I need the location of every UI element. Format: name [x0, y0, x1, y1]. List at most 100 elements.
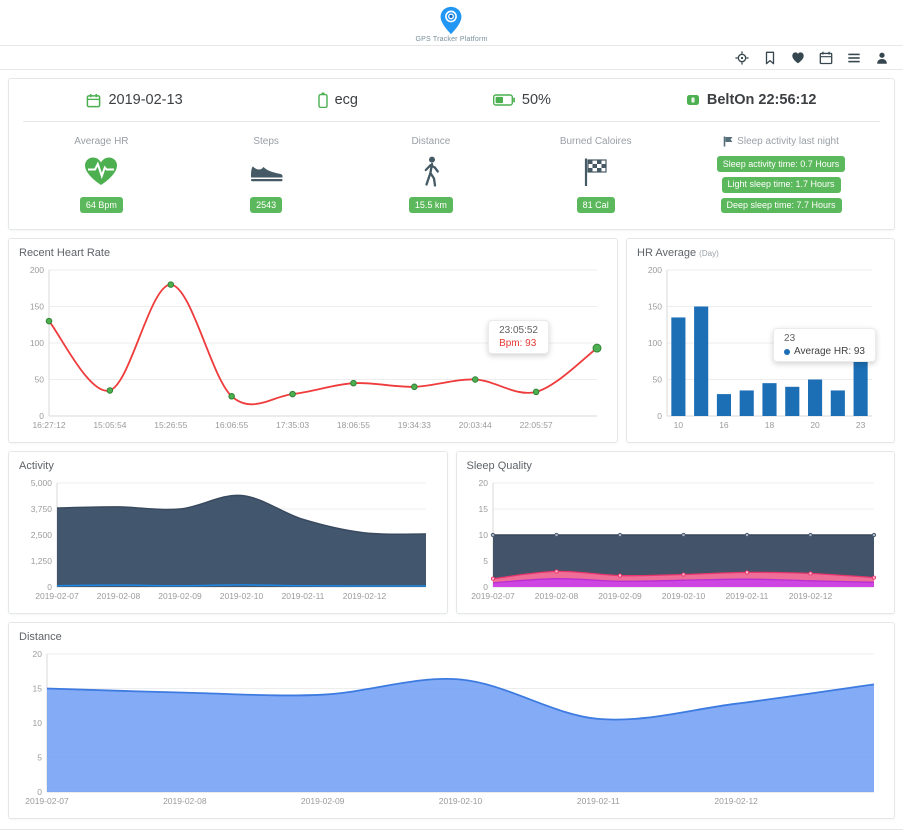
- calories-badge: 81 Cal: [576, 197, 615, 213]
- svg-text:3,750: 3,750: [31, 504, 53, 514]
- svg-text:22:05:57: 22:05:57: [520, 420, 553, 430]
- hr-bar-tooltip: 23 Average HR: 93: [773, 328, 876, 363]
- flag-icon: [723, 136, 733, 147]
- calories-label: Burned Caloires: [559, 136, 632, 147]
- heart-icon[interactable]: [791, 51, 805, 65]
- hr-bar-tooltip-value: Average HR: 93: [784, 346, 865, 357]
- svg-text:19:34:33: 19:34:33: [398, 420, 431, 430]
- svg-text:200: 200: [648, 265, 662, 275]
- deep-sleep-badge: Deep sleep time: 7.7 Hours: [720, 197, 842, 214]
- distance-row: Distance 0 5 10 15 20 2019-02-07 2019-02-08 201…: [0, 622, 903, 820]
- activity-sleep-row: Activity 0 1,250 2,500 3,750 5,000 2019-02-07…: [0, 451, 903, 615]
- calendar-icon[interactable]: [819, 51, 833, 65]
- battery-value: 50%: [521, 92, 551, 108]
- heart-rate-row: Recent Heart Rate 0 50 100 150 200 16:27:12 15…: [0, 238, 903, 444]
- distance-badge: 15.5 km: [408, 197, 453, 213]
- stat-steps: Steps 2543: [184, 136, 349, 213]
- stat-calories: Burned Caloires 81 Cal: [513, 136, 678, 213]
- light-sleep-badge: Light sleep time: 1.7 Hours: [721, 176, 841, 193]
- svg-text:20:03:44: 20:03:44: [459, 420, 492, 430]
- svg-text:2019-02-07: 2019-02-07: [471, 591, 515, 601]
- belt-status[interactable]: BeltOn 22:56:12: [686, 92, 817, 108]
- steps-label: Steps: [253, 136, 279, 147]
- svg-text:50: 50: [35, 375, 45, 385]
- stat-average-hr: Average HR 64 Bpm: [19, 136, 184, 213]
- svg-text:10: 10: [674, 420, 684, 430]
- svg-text:2019-02-11: 2019-02-11: [577, 796, 620, 806]
- locate-icon[interactable]: [735, 50, 749, 65]
- avg-hr-badge: 64 Bpm: [79, 197, 123, 213]
- calendar-green-icon: [87, 93, 101, 107]
- recent-hr-chart[interactable]: 0 50 100 150 200 16:27:12 15:05:54 15:26:55 16:0…: [19, 262, 607, 432]
- svg-text:2019-02-11: 2019-02-11: [725, 591, 768, 601]
- svg-text:18: 18: [765, 420, 775, 430]
- svg-text:0: 0: [39, 411, 44, 421]
- sleep-quality-chart[interactable]: 0 5 10 15 20 2019-02-07 2019-02-08 2019-02-09 20…: [467, 475, 884, 603]
- walking-person-icon: [424, 156, 439, 187]
- svg-text:2019-02-10: 2019-02-10: [661, 591, 705, 601]
- svg-text:0: 0: [47, 582, 52, 592]
- svg-text:0: 0: [483, 582, 488, 592]
- svg-text:5: 5: [483, 556, 488, 566]
- sleep-quality-title: Sleep Quality: [466, 460, 532, 473]
- hr-line-tooltip: 23:05:52 Bpm: 93: [488, 320, 549, 355]
- svg-text:2019-02-07: 2019-02-07: [25, 796, 69, 806]
- svg-text:2019-02-09: 2019-02-09: [158, 591, 202, 601]
- activity-chart[interactable]: 0 1,250 2,500 3,750 5,000 2019-02-07 2019-02-0…: [19, 475, 436, 603]
- svg-text:2019-02-08: 2019-02-08: [97, 591, 141, 601]
- hr-tooltip-value: Bpm: 93: [499, 338, 537, 350]
- distance-label: Distance: [411, 136, 451, 147]
- svg-text:16: 16: [719, 420, 729, 430]
- svg-text:16:06:55: 16:06:55: [215, 420, 248, 430]
- hr-tooltip-time: 23:05:52: [499, 325, 538, 337]
- stat-sleep: Sleep activity last night Sleep activity…: [678, 136, 884, 214]
- svg-text:18:06:55: 18:06:55: [337, 420, 370, 430]
- svg-text:100: 100: [30, 338, 44, 348]
- brand-header: GPS Tracker Platform: [0, 0, 903, 46]
- hr-average-card: HR Average (Day) 0 50 100 150 200 10 16 18 20 23 …: [626, 238, 895, 444]
- svg-text:15: 15: [478, 504, 488, 514]
- svg-text:2019-02-11: 2019-02-11: [282, 591, 325, 601]
- device-status-bar: 2019-02-13 ecg 50% BeltOn 22:56:12: [9, 79, 894, 121]
- svg-text:100: 100: [648, 338, 662, 348]
- user-icon[interactable]: [875, 51, 889, 65]
- svg-text:20: 20: [33, 649, 43, 659]
- svg-text:2019-02-08: 2019-02-08: [163, 796, 207, 806]
- activity-title: Activity: [19, 460, 54, 473]
- distance-chart[interactable]: 0 5 10 15 20 2019-02-07 2019-02-08 2019-02-09 20…: [19, 646, 884, 808]
- stats-row: Average HR 64 Bpm Steps 2543 Distance 15…: [9, 122, 894, 229]
- menu-icon[interactable]: [847, 51, 861, 65]
- svg-text:2019-02-08: 2019-02-08: [534, 591, 578, 601]
- footer-strip: [0, 829, 903, 834]
- svg-text:15: 15: [33, 684, 43, 694]
- recent-hr-title: Recent Heart Rate: [19, 247, 111, 260]
- hr-average-title: HR Average (Day): [637, 247, 719, 260]
- svg-text:16:27:12: 16:27:12: [32, 420, 65, 430]
- mode-display[interactable]: ecg: [317, 92, 358, 108]
- svg-text:20: 20: [478, 478, 488, 488]
- belt-icon: [686, 95, 699, 105]
- svg-text:2019-02-12: 2019-02-12: [343, 591, 387, 601]
- heart-pulse-icon: [85, 157, 118, 185]
- svg-text:2019-02-10: 2019-02-10: [439, 796, 483, 806]
- steps-badge: 2543: [250, 197, 283, 213]
- app-logo[interactable]: GPS Tracker Platform: [415, 3, 487, 43]
- svg-text:2019-02-09: 2019-02-09: [301, 796, 345, 806]
- svg-text:2,500: 2,500: [31, 530, 53, 540]
- svg-text:2019-02-12: 2019-02-12: [788, 591, 832, 601]
- svg-text:2019-02-10: 2019-02-10: [220, 591, 264, 601]
- svg-text:10: 10: [33, 718, 43, 728]
- battery-display[interactable]: 50%: [492, 92, 551, 108]
- belt-value: BeltOn 22:56:12: [706, 92, 817, 108]
- svg-text:23: 23: [856, 420, 866, 430]
- svg-text:50: 50: [653, 375, 663, 385]
- svg-text:15:26:55: 15:26:55: [154, 420, 187, 430]
- sleep-label: Sleep activity last night: [737, 136, 839, 147]
- bookmark-icon[interactable]: [763, 51, 777, 65]
- hr-average-chart[interactable]: 0 50 100 150 200 10 16 18 20 23: [637, 262, 882, 432]
- summary-divider: [23, 121, 880, 122]
- svg-text:0: 0: [37, 787, 42, 797]
- date-display[interactable]: 2019-02-13: [86, 92, 183, 108]
- mode-value: ecg: [334, 92, 358, 108]
- date-value: 2019-02-13: [108, 92, 183, 108]
